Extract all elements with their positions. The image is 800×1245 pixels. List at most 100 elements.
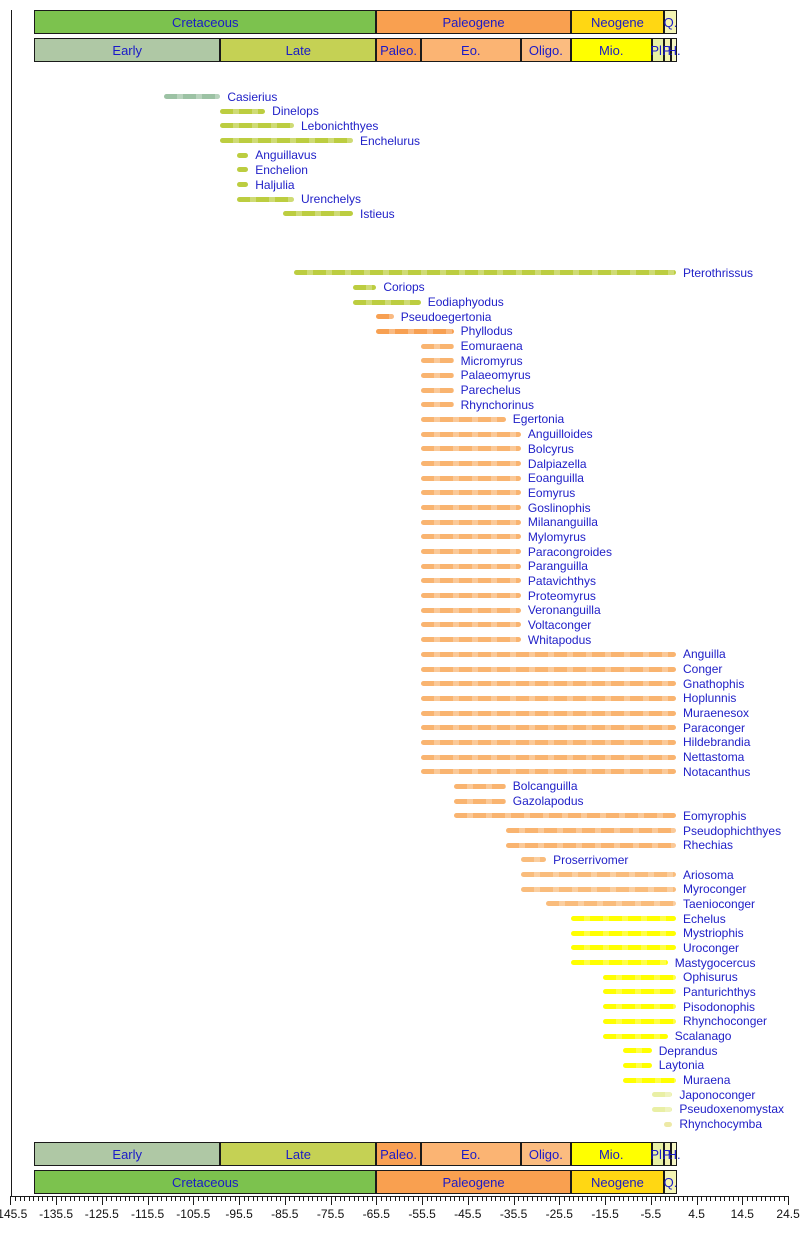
bar-stripes-texture [420, 358, 454, 364]
taxon-label: Casierius [227, 89, 278, 104]
taxon-label: Proteomyrus [527, 588, 596, 603]
axis-minor-tick [664, 1196, 666, 1201]
bar-stripes-texture [420, 563, 521, 569]
axis-minor-tick [289, 1196, 291, 1201]
axis-minor-tick [669, 1196, 671, 1201]
axis-minor-tick [37, 1196, 39, 1201]
axis-tick-label: -55.5 [408, 1207, 436, 1221]
bar-stripes-texture [420, 549, 521, 555]
bar-stripes-texture [376, 328, 454, 334]
bar-stripes-texture [546, 901, 676, 907]
axis-minor-tick [74, 1196, 76, 1201]
axis-tick-label: -65.5 [362, 1207, 390, 1221]
axis-minor-tick [646, 1196, 648, 1201]
taxon-label: Pterothrissus [683, 265, 754, 280]
axis-minor-tick [568, 1196, 570, 1201]
epoch-label: Pl. [650, 1146, 666, 1162]
taxon-label: Echelus [683, 911, 726, 926]
bar-stripes-texture [420, 402, 454, 408]
taxon-label: Scalanago [674, 1029, 732, 1044]
epoch-segment: H. [668, 38, 681, 62]
epoch-label: Eo. [461, 1146, 481, 1162]
axis-tick-label: -35.5 [499, 1207, 528, 1221]
taxon-range-bar [570, 960, 668, 966]
taxon-range-bar [420, 549, 521, 555]
taxon-label: Muraenesox [683, 706, 750, 721]
taxon-label: Pseudophichthyes [683, 823, 782, 838]
taxon-range-bar [602, 974, 676, 980]
axis-minor-tick [179, 1196, 181, 1201]
axis-tick-label: -115.5 [131, 1207, 165, 1221]
taxon-label: Mystriophis [683, 926, 744, 941]
axis-minor-tick [573, 1196, 575, 1201]
taxon-range-bar [420, 578, 521, 584]
axis-major-tick [330, 1196, 332, 1205]
axis-minor-tick [321, 1196, 323, 1201]
axis-tick-label: -45.5 [454, 1207, 482, 1221]
taxon-range-bar [420, 534, 521, 540]
axis-minor-tick [504, 1196, 506, 1201]
bar-stripes-texture [505, 828, 676, 833]
bar-stripes-texture [420, 622, 521, 628]
axis-minor-tick [486, 1196, 488, 1201]
axis-minor-tick [756, 1196, 758, 1201]
axis-minor-tick [262, 1196, 263, 1201]
bar-stripes-texture [453, 813, 676, 819]
bar-stripes-texture [376, 314, 394, 320]
taxon-range-bar [420, 387, 454, 393]
taxon-range-bar [220, 108, 266, 114]
axis-minor-tick [138, 1196, 140, 1201]
axis-minor-tick [294, 1196, 295, 1201]
bar-stripes-texture [420, 578, 521, 584]
axis-minor-tick [765, 1196, 767, 1201]
bar-stripes-texture [520, 886, 676, 892]
taxon-label: Taenioconger [683, 896, 756, 911]
axis-minor-tick [495, 1196, 497, 1201]
bar-stripes-texture [570, 916, 676, 922]
bar-stripes-texture [420, 681, 676, 687]
bar-stripes-texture [602, 1004, 676, 1010]
axis-minor-tick [778, 1196, 780, 1201]
taxon-label: Bolcyrus [527, 441, 574, 456]
axis-minor-tick [129, 1196, 131, 1201]
epoch-segment: Early [34, 1142, 221, 1166]
bar-stripes-texture [622, 1077, 676, 1083]
taxon-range-bar [520, 872, 676, 878]
axis-minor-tick [339, 1196, 341, 1201]
axis-minor-tick [522, 1196, 524, 1201]
bar-stripes-texture [505, 842, 676, 848]
axis-minor-tick [682, 1196, 684, 1201]
axis-minor-tick [614, 1196, 616, 1201]
axis-minor-tick [220, 1196, 222, 1201]
taxon-label: Coriops [383, 280, 425, 295]
bar-stripes-texture [420, 754, 676, 760]
period-label: Paleogene [442, 14, 505, 30]
bar-stripes-texture [353, 299, 421, 305]
taxon-range-bar [220, 123, 294, 129]
axis-minor-tick [692, 1196, 693, 1201]
bar-stripes-texture [651, 1092, 673, 1098]
taxon-label: Gnathophis [683, 676, 745, 691]
axis-minor-tick [202, 1196, 204, 1201]
epoch-segment: Paleo. [376, 1142, 421, 1166]
bar-stripes-texture [420, 695, 676, 701]
taxon-label: Istieus [360, 206, 395, 221]
axis-minor-tick [312, 1196, 314, 1201]
axis-minor-tick [303, 1196, 305, 1201]
axis-minor-tick [518, 1196, 520, 1201]
taxon-range-bar [420, 739, 676, 745]
taxon-label: Hildebrandia [683, 735, 751, 750]
taxon-label: Phyllodus [460, 324, 513, 339]
taxon-label: Deprandus [658, 1043, 718, 1058]
taxon-range-bar [420, 769, 676, 775]
period-segment: Neogene [570, 10, 665, 34]
axis-minor-tick [298, 1196, 300, 1201]
axis-minor-tick [527, 1196, 529, 1201]
axis-minor-tick [175, 1196, 176, 1201]
axis-minor-tick [65, 1196, 67, 1201]
axis-minor-tick [79, 1196, 80, 1201]
period-segment: Q. [664, 10, 677, 34]
epoch-label: Late [285, 42, 311, 58]
axis-minor-tick [211, 1196, 213, 1201]
epoch-segment: Mio. [570, 1142, 652, 1166]
